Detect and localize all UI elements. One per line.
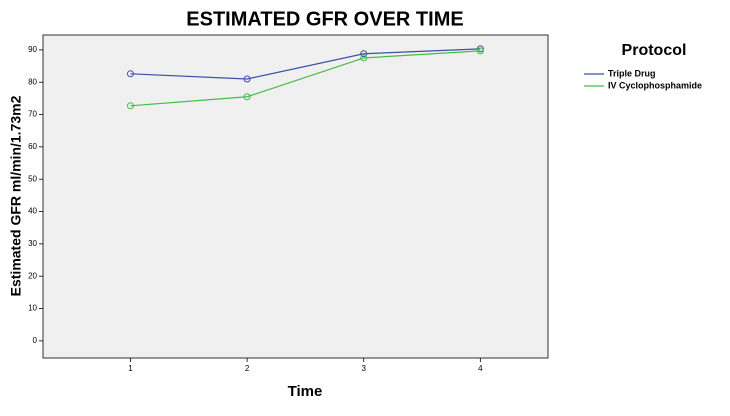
legend-title: Protocol xyxy=(622,42,687,59)
y-tick-label: 60 xyxy=(28,142,37,151)
legend-label: IV Cyclophosphamide xyxy=(608,80,702,90)
y-tick-label: 70 xyxy=(28,110,37,119)
legend-label: Triple Drug xyxy=(608,68,656,78)
data-point xyxy=(243,93,251,101)
data-point xyxy=(476,47,484,55)
data-point xyxy=(476,45,484,53)
series-line xyxy=(130,48,481,80)
x-tick-label: 1 xyxy=(128,364,133,373)
data-point xyxy=(126,102,134,110)
y-tick-label: 40 xyxy=(28,207,37,216)
y-tick-label: 50 xyxy=(28,174,37,183)
y-tick-label: 10 xyxy=(28,304,37,313)
x-tick-label: 3 xyxy=(362,364,367,373)
data-point xyxy=(126,70,134,78)
y-tick-label: 30 xyxy=(28,239,37,248)
x-tick-label: 4 xyxy=(478,364,483,373)
data-point xyxy=(360,50,368,58)
data-point xyxy=(243,75,251,83)
series-line xyxy=(130,50,481,107)
plot-area xyxy=(42,34,549,359)
data-point xyxy=(360,54,368,62)
y-tick-label: 20 xyxy=(28,271,37,280)
x-tick-label: 2 xyxy=(245,364,250,373)
y-axis-title: Estimated GFR ml/min/1.73m2 xyxy=(8,95,24,296)
y-tick-label: 80 xyxy=(28,77,37,86)
y-tick-label: 90 xyxy=(28,45,37,54)
x-axis-title: Time xyxy=(288,383,323,400)
chart-title: ESTIMATED GFR OVER TIME xyxy=(186,8,463,30)
y-tick-label: 0 xyxy=(33,336,38,345)
